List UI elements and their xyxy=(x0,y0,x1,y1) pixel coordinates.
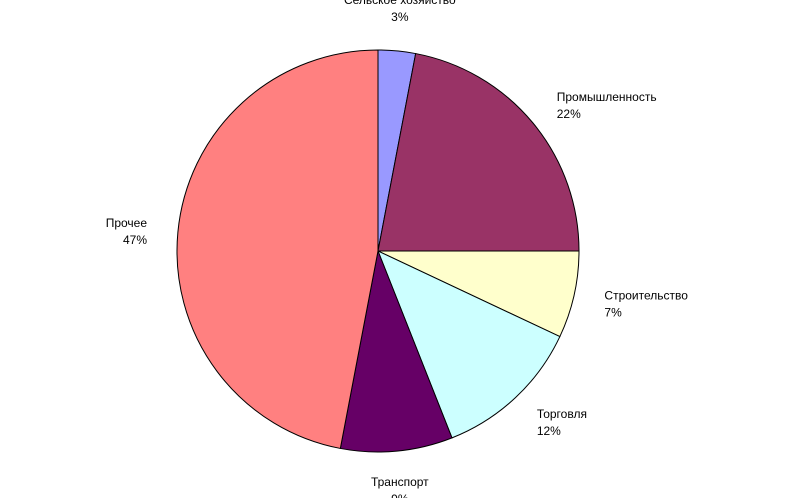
pie-slice-2 xyxy=(377,52,580,252)
pie-slice-percent: 7% xyxy=(604,306,622,320)
pie-slice-label-1: Сельское хозяйство 3% xyxy=(344,0,456,24)
pie-slice-label-3: Строительство 7% xyxy=(604,289,688,320)
pie-slice-percent: 9% xyxy=(391,492,409,498)
pie-slice-category: Сельское хозяйство xyxy=(344,0,456,7)
pie-slice-category: Транспорт xyxy=(371,475,429,489)
pie-slice-category: Торговля xyxy=(537,407,587,421)
pie-slice-category: Строительство xyxy=(604,289,688,303)
pie-slice-percent: 22% xyxy=(557,107,581,121)
pie-slice-6 xyxy=(176,49,379,450)
pie-slice-4 xyxy=(377,250,561,439)
pie-slice-label-6: Прочее 47% xyxy=(106,216,148,247)
pie-slice-percent: 12% xyxy=(537,424,561,438)
pie-slice-5 xyxy=(339,249,453,453)
pie-slice-percent: 47% xyxy=(123,233,147,247)
pie-slice-label-5: Транспорт 9% xyxy=(371,475,429,498)
pie-slice-label-4: Торговля 12% xyxy=(537,407,587,438)
pie-slice-label-2: Промышленность 22% xyxy=(557,90,657,121)
pie-slice-percent: 3% xyxy=(391,10,409,24)
pie-slice-category: Промышленность xyxy=(557,90,657,104)
pie-slice-category: Прочее xyxy=(106,216,148,230)
